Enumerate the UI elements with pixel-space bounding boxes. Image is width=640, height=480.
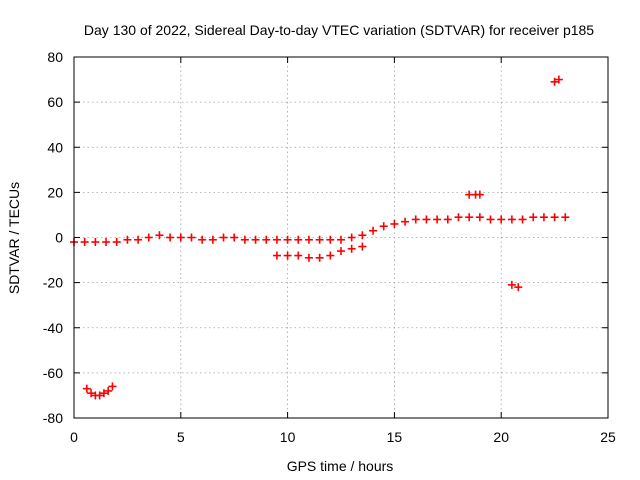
data-point bbox=[514, 283, 523, 292]
data-point bbox=[539, 213, 548, 222]
data-point bbox=[123, 235, 132, 244]
data-point bbox=[358, 242, 367, 251]
data-point bbox=[454, 213, 463, 222]
chart-title: Day 130 of 2022, Sidereal Day-to-day VTE… bbox=[84, 22, 594, 38]
data-point bbox=[95, 391, 104, 400]
data-point bbox=[219, 233, 228, 242]
data-point bbox=[187, 233, 196, 242]
data-point bbox=[104, 386, 113, 395]
data-point bbox=[347, 233, 356, 242]
data-point bbox=[475, 190, 484, 199]
data-point bbox=[326, 251, 335, 260]
x-tick-label: 0 bbox=[70, 429, 78, 445]
data-point bbox=[390, 219, 399, 228]
data-point bbox=[401, 217, 410, 226]
data-point bbox=[304, 235, 313, 244]
data-point bbox=[529, 213, 538, 222]
data-point bbox=[422, 215, 431, 224]
data-point bbox=[554, 75, 563, 84]
y-tick-label: -40 bbox=[43, 320, 63, 336]
data-point bbox=[112, 238, 121, 247]
data-point bbox=[262, 235, 271, 244]
y-tick-label: -20 bbox=[43, 275, 63, 291]
y-tick-label: 80 bbox=[47, 49, 63, 65]
y-tick-label: 40 bbox=[47, 139, 63, 155]
data-point bbox=[465, 213, 474, 222]
data-point bbox=[486, 215, 495, 224]
ticks-layer bbox=[73, 56, 609, 419]
data-point bbox=[144, 233, 153, 242]
data-point bbox=[475, 213, 484, 222]
data-point bbox=[251, 235, 260, 244]
tick-labels: 0 5 10 15 20 25 -80 -60 -40 -20 0 20 40 60 80 bbox=[43, 49, 616, 445]
x-tick-label: 20 bbox=[493, 429, 509, 445]
data-point bbox=[518, 215, 527, 224]
data-point bbox=[550, 77, 559, 86]
data-point bbox=[176, 233, 185, 242]
data-point bbox=[82, 384, 91, 393]
points-layer bbox=[70, 75, 570, 400]
data-point bbox=[443, 215, 452, 224]
data-point bbox=[433, 215, 442, 224]
x-tick-label: 10 bbox=[280, 429, 296, 445]
data-point bbox=[326, 235, 335, 244]
data-point bbox=[272, 251, 281, 260]
data-point bbox=[208, 235, 217, 244]
data-point bbox=[283, 235, 292, 244]
data-point bbox=[561, 213, 570, 222]
data-point bbox=[337, 247, 345, 256]
data-point bbox=[87, 389, 96, 398]
data-point bbox=[304, 253, 313, 262]
data-point bbox=[315, 253, 324, 262]
data-point bbox=[283, 251, 292, 260]
data-point bbox=[507, 215, 516, 224]
data-point bbox=[198, 235, 207, 244]
data-point bbox=[358, 231, 367, 240]
data-point bbox=[315, 235, 324, 244]
data-point bbox=[497, 215, 506, 224]
data-point bbox=[240, 235, 249, 244]
data-point bbox=[102, 238, 111, 247]
y-tick-label: 20 bbox=[47, 184, 63, 200]
data-point bbox=[134, 235, 143, 244]
data-point bbox=[230, 233, 239, 242]
x-axis-label: GPS time / hours bbox=[287, 458, 394, 474]
data-point bbox=[99, 389, 108, 398]
y-axis-label: SDTVAR / TECUs bbox=[6, 182, 22, 294]
data-point bbox=[507, 280, 516, 289]
data-point bbox=[108, 382, 117, 391]
y-tick-label: -80 bbox=[43, 410, 63, 426]
data-point bbox=[294, 251, 303, 260]
y-tick-label: 0 bbox=[55, 230, 63, 246]
x-tick-label: 25 bbox=[600, 429, 616, 445]
data-point bbox=[80, 238, 89, 247]
data-point bbox=[369, 226, 378, 235]
data-point bbox=[337, 235, 345, 244]
data-point bbox=[347, 244, 356, 253]
data-point bbox=[411, 215, 420, 224]
x-tick-label: 5 bbox=[177, 429, 185, 445]
data-point bbox=[166, 233, 175, 242]
data-point bbox=[550, 213, 559, 222]
x-tick-label: 15 bbox=[387, 429, 403, 445]
y-tick-label: -60 bbox=[43, 365, 63, 381]
data-point bbox=[294, 235, 303, 244]
y-tick-label: 60 bbox=[47, 94, 63, 110]
data-point bbox=[91, 238, 100, 247]
data-point bbox=[379, 222, 388, 231]
data-point bbox=[272, 235, 281, 244]
data-point bbox=[155, 231, 164, 240]
